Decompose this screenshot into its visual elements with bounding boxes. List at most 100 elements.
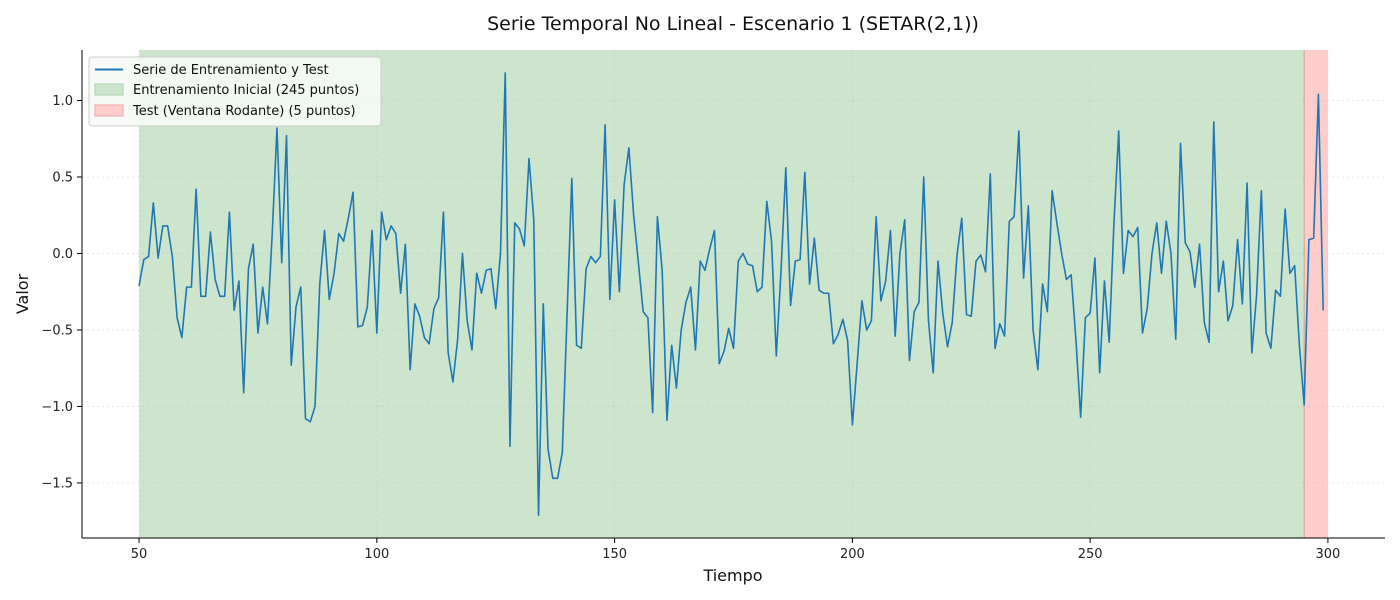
data-point-221 (1189, 251, 1191, 253)
data-point-130 (756, 291, 758, 293)
data-point-155 (875, 216, 877, 218)
data-point-51 (380, 211, 383, 213)
data-point-197 (1075, 338, 1077, 340)
data-point-165 (923, 176, 925, 178)
data-point-242 (1289, 272, 1291, 274)
data-point-181 (999, 323, 1001, 325)
data-point-179 (989, 173, 991, 175)
data-point-42 (338, 232, 340, 235)
data-point-215 (1160, 272, 1163, 274)
data-point-120 (709, 248, 711, 250)
data-point-194 (1061, 252, 1063, 255)
data-point-29 (276, 127, 278, 129)
data-point-0 (138, 284, 140, 287)
data-point-43 (342, 240, 345, 242)
data-point-52 (385, 239, 387, 241)
data-point-77 (504, 72, 506, 74)
data-point-82 (528, 158, 530, 160)
legend-label-train: Entrenamiento Inicial (245 puntos) (133, 83, 359, 98)
legend-test-swatch (94, 104, 124, 117)
data-point-151 (856, 363, 858, 365)
data-point-212 (1146, 307, 1148, 310)
data-point-86 (547, 448, 549, 450)
data-point-147 (837, 333, 839, 336)
x-axis-ticks: 50 100 150 200 250 300 (131, 538, 1340, 562)
data-point-177 (980, 254, 982, 256)
data-point-234 (1251, 352, 1253, 354)
data-point-205 (1113, 222, 1115, 224)
data-point-23 (247, 268, 250, 270)
data-point-145 (828, 292, 830, 294)
data-point-109 (656, 216, 659, 218)
data-point-19 (228, 211, 231, 213)
data-point-17 (219, 295, 221, 297)
data-point-116 (690, 286, 692, 288)
data-point-34 (300, 286, 302, 288)
data-point-33 (295, 306, 297, 308)
x-tick-label-0: 50 (131, 547, 148, 562)
data-point-141 (808, 283, 811, 285)
data-point-115 (685, 301, 687, 304)
data-point-31 (285, 135, 288, 137)
y-tick-label-2: −0.5 (41, 323, 73, 338)
data-point-25 (257, 332, 259, 334)
data-point-80 (518, 228, 521, 230)
highlight-regions (139, 50, 1328, 538)
data-point-106 (642, 310, 644, 313)
y-tick-label-4: 0.5 (52, 170, 73, 185)
data-point-104 (633, 214, 635, 216)
data-point-132 (766, 200, 768, 203)
data-point-164 (918, 301, 920, 304)
data-point-72 (480, 292, 483, 294)
data-point-184 (1013, 216, 1015, 218)
data-point-3 (152, 202, 154, 204)
data-point-241 (1284, 208, 1286, 210)
data-point-35 (304, 418, 307, 420)
chart-title: Serie Temporal No Lineal - Escenario 1 (… (487, 13, 979, 35)
data-point-18 (224, 295, 226, 297)
data-point-66 (452, 381, 454, 383)
data-point-56 (404, 243, 406, 245)
y-tick-label-3: 0.0 (52, 247, 73, 262)
data-point-98 (604, 124, 606, 126)
data-point-240 (1279, 295, 1281, 297)
data-point-134 (775, 355, 777, 357)
data-point-20 (233, 309, 235, 311)
data-point-226 (1213, 121, 1215, 123)
y-axis-label: Valor (13, 273, 32, 314)
data-point-67 (457, 338, 459, 340)
data-point-113 (675, 387, 678, 389)
data-point-44 (347, 217, 349, 219)
data-point-118 (699, 260, 701, 262)
data-point-167 (932, 372, 934, 374)
data-point-176 (975, 260, 977, 262)
data-point-128 (747, 263, 749, 265)
data-point-228 (1222, 260, 1224, 262)
data-point-188 (1032, 329, 1034, 331)
data-point-213 (1151, 252, 1153, 255)
data-point-87 (552, 477, 554, 479)
data-point-236 (1260, 190, 1262, 192)
data-point-57 (409, 369, 411, 371)
data-point-60 (423, 337, 425, 339)
data-point-11 (190, 286, 192, 288)
data-point-74 (490, 268, 492, 270)
data-point-108 (652, 411, 654, 414)
data-point-232 (1241, 303, 1243, 305)
data-point-28 (271, 232, 273, 235)
data-point-111 (666, 419, 668, 421)
data-point-217 (1170, 252, 1172, 255)
data-point-140 (804, 171, 806, 173)
data-point-174 (965, 314, 968, 316)
data-point-149 (847, 340, 849, 342)
data-point-144 (823, 292, 825, 294)
data-point-225 (1208, 341, 1210, 343)
data-point-193 (1056, 222, 1058, 224)
data-point-248 (1317, 93, 1320, 95)
data-point-156 (880, 300, 882, 302)
data-point-187 (1027, 205, 1029, 207)
data-point-49 (371, 229, 373, 232)
data-point-153 (866, 329, 868, 331)
data-point-90 (566, 314, 568, 316)
data-point-222 (1194, 286, 1196, 288)
